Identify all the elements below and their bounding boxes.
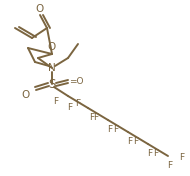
Text: F: F [113,124,119,134]
Text: =O: =O [69,77,83,86]
Text: F: F [89,112,95,121]
Text: F: F [147,149,153,158]
Text: S: S [48,77,56,90]
Text: F: F [75,99,81,108]
Text: O: O [36,4,44,14]
Text: O: O [22,90,30,100]
Text: F: F [107,124,112,134]
Text: F: F [67,103,73,112]
Text: F: F [127,137,133,146]
Text: O: O [48,42,56,52]
Text: F: F [167,161,173,169]
Text: F: F [179,153,184,162]
Text: F: F [93,112,99,121]
Text: F: F [154,149,159,158]
Text: F: F [133,137,139,146]
Text: N: N [48,63,56,73]
Text: F: F [53,96,59,105]
